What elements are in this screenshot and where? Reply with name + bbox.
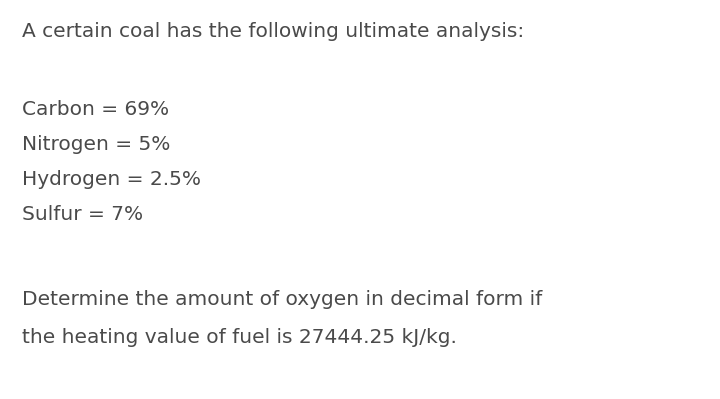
Text: Carbon = 69%: Carbon = 69% xyxy=(22,100,169,119)
Text: A certain coal has the following ultimate analysis:: A certain coal has the following ultimat… xyxy=(22,22,524,41)
Text: Nitrogen = 5%: Nitrogen = 5% xyxy=(22,135,171,154)
Text: Determine the amount of oxygen in decimal form if: Determine the amount of oxygen in decima… xyxy=(22,290,542,309)
Text: the heating value of fuel is 27444.25 kJ/kg.: the heating value of fuel is 27444.25 kJ… xyxy=(22,328,457,347)
Text: Hydrogen = 2.5%: Hydrogen = 2.5% xyxy=(22,170,201,189)
Text: Sulfur = 7%: Sulfur = 7% xyxy=(22,205,143,224)
